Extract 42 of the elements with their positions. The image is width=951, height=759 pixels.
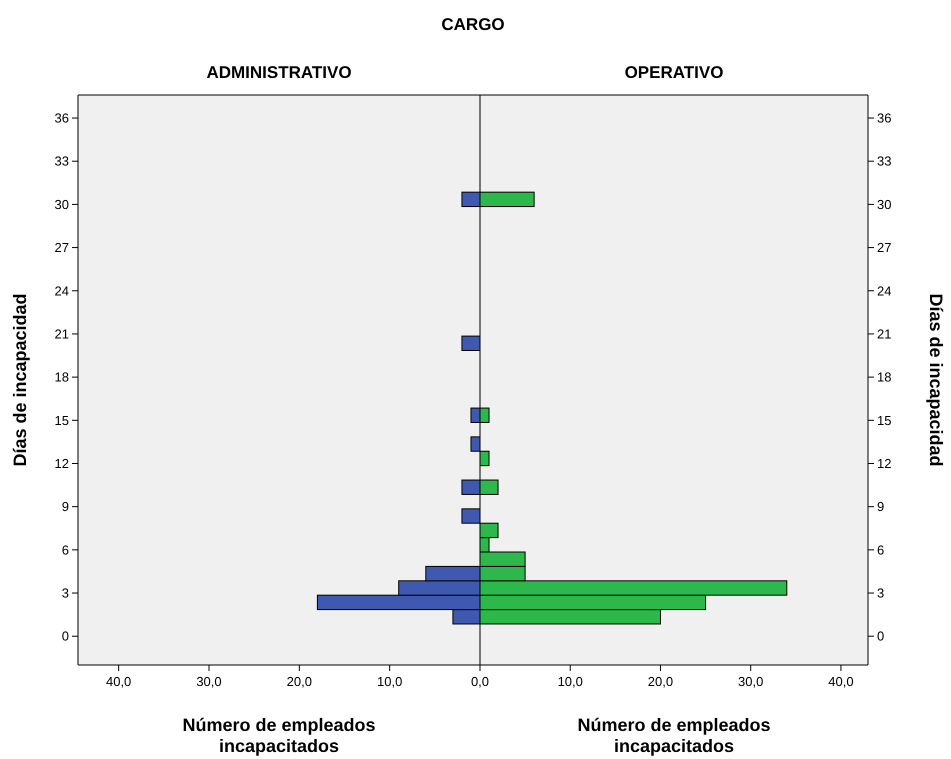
y-tick-label: 24 xyxy=(54,283,69,298)
y-tick-label: 15 xyxy=(54,412,69,428)
y-tick-label: 30 xyxy=(54,196,69,212)
y-tick-label: 9 xyxy=(62,499,69,514)
x-tick-label: 20,0 xyxy=(648,674,674,689)
y-tick-label: 12 xyxy=(877,456,892,471)
x-tick-label: 40,0 xyxy=(828,674,854,689)
y-tick-label: 18 xyxy=(877,370,892,385)
x-tick-label: 40,0 xyxy=(106,674,132,689)
x-tick-label: 10,0 xyxy=(558,674,583,689)
y-tick-label: 0 xyxy=(877,628,884,644)
y-axis-title: Días de incapacidad xyxy=(926,293,946,467)
text: CARGO xyxy=(441,15,505,34)
x-tick-label: 30,0 xyxy=(196,674,222,689)
y-tick-label: 21 xyxy=(54,326,69,342)
y-tick-label: 27 xyxy=(54,240,69,256)
y-tick-label: 30 xyxy=(877,196,892,212)
y-tick-label: 36 xyxy=(877,110,892,126)
y-tick-label: 33 xyxy=(54,154,69,169)
x-tick-label: 10,0 xyxy=(377,674,402,689)
y-tick-label: 0 xyxy=(62,628,69,644)
y-tick-label: 3 xyxy=(62,586,69,601)
chart-title: OPERATIVO xyxy=(624,63,724,82)
y-tick-label: 33 xyxy=(877,154,892,169)
x-axis-title: Número de empleados incapacitados xyxy=(577,715,771,756)
y-tick-label: 24 xyxy=(877,283,892,298)
x-axis-title: Número de empleados incapacitados xyxy=(182,715,376,756)
y-tick-label: 36 xyxy=(54,110,69,126)
y-tick-label: 3 xyxy=(877,586,884,601)
y-tick-label: 9 xyxy=(877,499,884,514)
y-tick-label: 6 xyxy=(62,542,69,558)
y-tick-label: 18 xyxy=(54,370,69,385)
chart-title: ADMINISTRATIVO xyxy=(206,63,352,82)
y-axis-title: Días de incapacidad xyxy=(10,293,30,467)
y-tick-label: 6 xyxy=(877,542,884,558)
x-tick-label: 30,0 xyxy=(738,674,764,689)
y-tick-label: 15 xyxy=(877,412,892,428)
x-tick-label: 20,0 xyxy=(286,674,312,689)
x-tick-label: 0,0 xyxy=(470,674,490,689)
y-tick-label: 21 xyxy=(877,326,892,342)
y-tick-label: 27 xyxy=(877,240,892,256)
y-tick-label: 12 xyxy=(54,456,69,471)
